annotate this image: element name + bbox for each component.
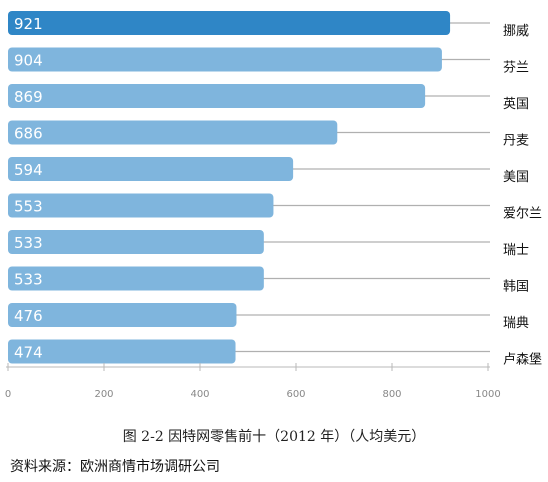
- bar: [8, 266, 264, 291]
- bar-value-label: 869: [14, 88, 43, 106]
- chart-caption: 图 2-2 因特网零售前十（2012 年）（人均美元）: [122, 429, 426, 445]
- category-label: 美国: [503, 170, 529, 185]
- bar: [8, 157, 294, 181]
- category-label: 芬兰: [503, 61, 529, 76]
- x-tick-label: 400: [190, 389, 209, 400]
- category-label: 瑞典: [503, 316, 529, 331]
- bar: [8, 339, 236, 364]
- bar-value-label: 533: [14, 271, 43, 289]
- bar: [8, 11, 451, 35]
- x-tick-label: 0: [5, 389, 11, 400]
- bar-value-label: 476: [14, 307, 43, 325]
- bar-value-label: 553: [14, 198, 43, 216]
- bar: [8, 84, 426, 108]
- bar-value-label: 594: [14, 161, 43, 179]
- bar: [8, 303, 237, 327]
- category-label: 丹麦: [503, 134, 529, 149]
- category-label: 韩国: [503, 280, 529, 295]
- category-label: 爱尔兰: [503, 207, 542, 222]
- bar-value-label: 686: [14, 125, 43, 143]
- bar-chart: 921 挪威 904 芬兰 869 英国 686 丹麦 594 美国 553 爱尔兰 533 瑞士 533 韩…: [5, 11, 542, 400]
- x-tick-label: 200: [94, 389, 113, 400]
- x-tick-label: 600: [286, 389, 305, 400]
- source-note: 资料来源：欧洲商情市场调研公司: [10, 459, 220, 475]
- bar-value-label: 533: [14, 234, 43, 252]
- bar: [8, 47, 442, 72]
- bar: [8, 120, 338, 145]
- bar-value-label: 904: [14, 52, 43, 70]
- x-tick-label: 1000: [475, 389, 500, 400]
- x-tick-label: 800: [382, 389, 401, 400]
- bar-value-label: 921: [14, 15, 43, 33]
- category-label: 瑞士: [503, 243, 529, 258]
- bar: [8, 230, 264, 254]
- bar: [8, 193, 274, 218]
- category-label: 英国: [503, 97, 529, 112]
- category-label: 卢森堡: [503, 352, 542, 368]
- category-label: 挪威: [503, 24, 529, 39]
- bar-value-label: 474: [14, 344, 43, 362]
